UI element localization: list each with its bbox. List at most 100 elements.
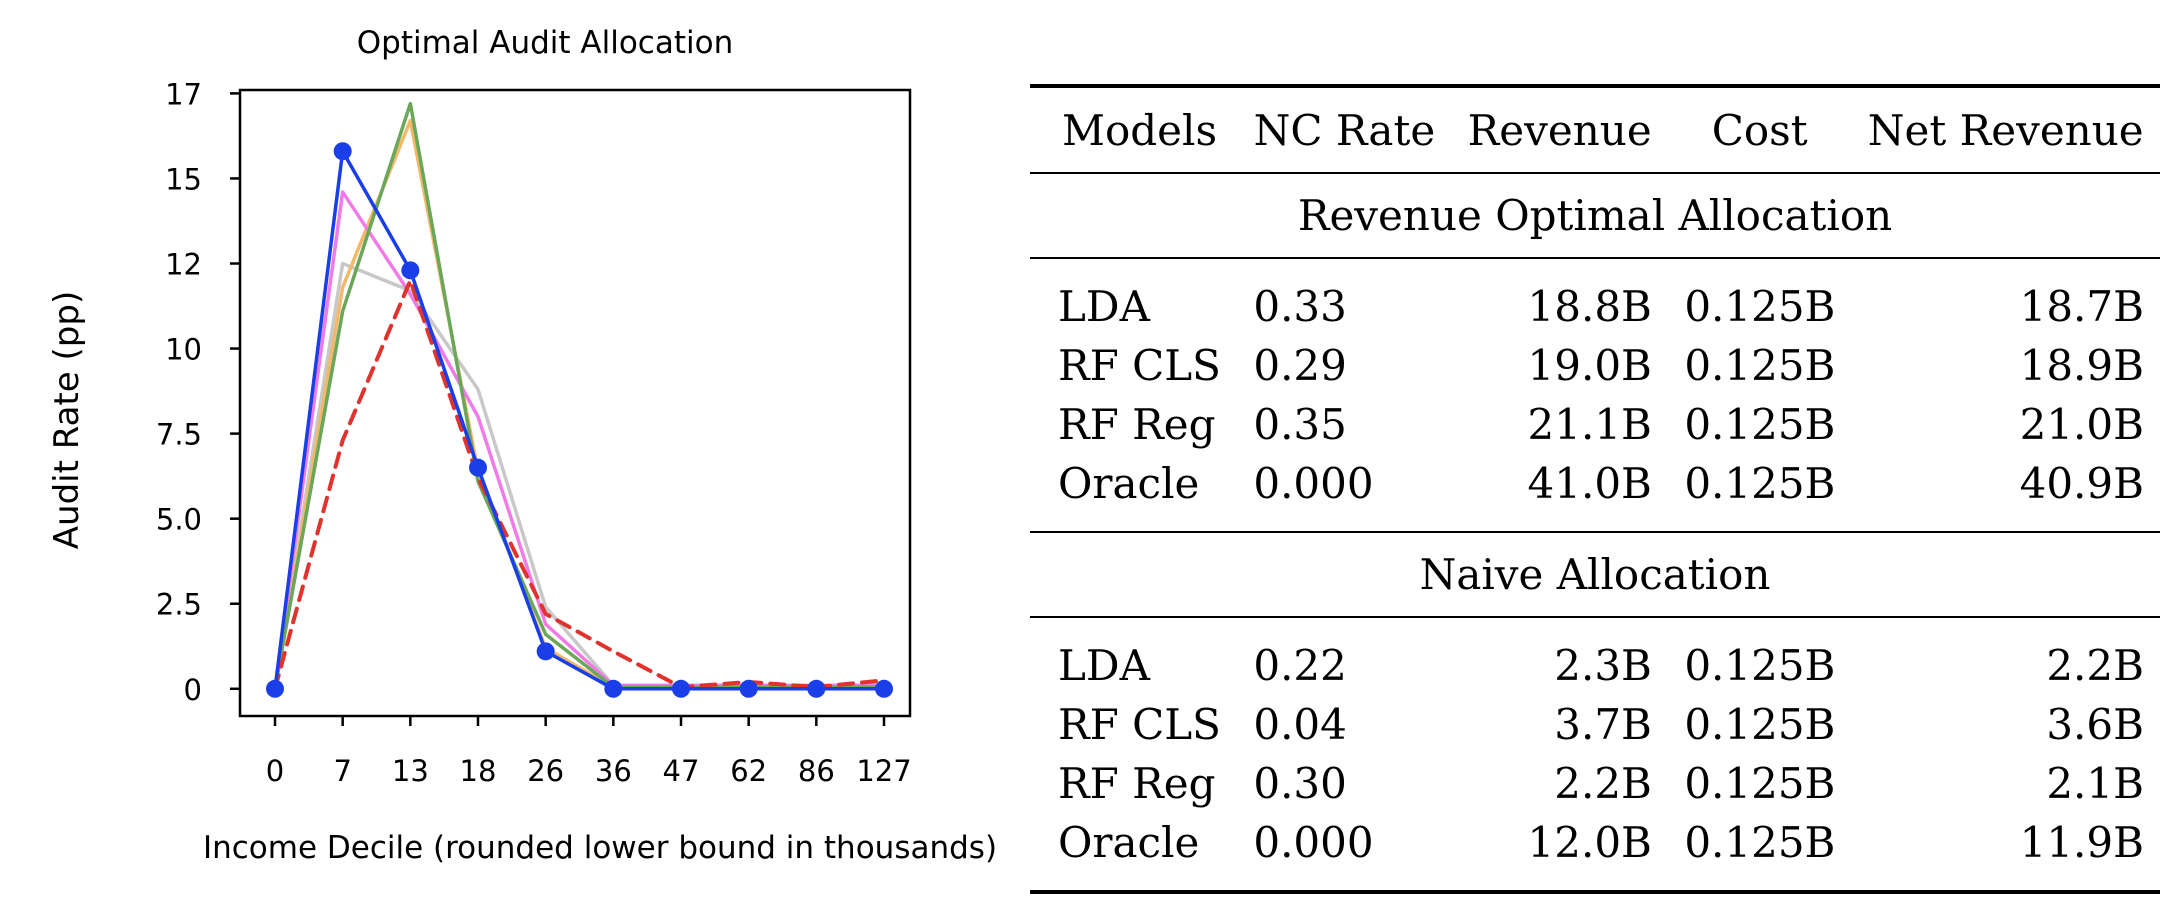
cell-revenue: 2.2B xyxy=(1554,759,1652,808)
y-tick-label: 0 xyxy=(184,673,202,707)
cell-cost: 0.125B xyxy=(1684,400,1836,449)
cell-nc-rate: 0.22 xyxy=(1253,641,1347,690)
cell-net-revenue: 11.9B xyxy=(1851,813,2160,894)
cell-net-revenue: 40.9B xyxy=(1851,454,2160,533)
series-line-blue xyxy=(273,149,886,691)
cell-nc-rate: 0.30 xyxy=(1253,759,1347,808)
x-tick-label: 86 xyxy=(798,754,835,788)
section-header-row: Revenue Optimal Allocation xyxy=(1030,173,2160,259)
cell-cost: 0.125B xyxy=(1684,700,1836,749)
x-axis-label: Income Decile (rounded lower bound in th… xyxy=(203,830,997,866)
x-tick-label: 13 xyxy=(392,754,429,788)
cell-nc-rate: 0.000 xyxy=(1237,454,1452,533)
y-tick-label: 5.0 xyxy=(156,503,202,537)
x-tick-label: 18 xyxy=(460,754,497,788)
data-point-blue xyxy=(333,142,352,161)
header-nc-rate: NC Rate xyxy=(1253,105,1436,155)
y-axis-label: Audit Rate (pp) xyxy=(47,291,87,549)
cell-revenue: 19.0B xyxy=(1527,341,1652,390)
table-row: LDA 0.33 18.8B 0.125B 18.7B xyxy=(1030,258,2160,336)
cell-net-revenue: 18.7B xyxy=(2019,282,2144,331)
cell-model: Oracle xyxy=(1030,454,1238,533)
cell-net-revenue: 3.6B xyxy=(2046,700,2144,749)
series-line-orange xyxy=(273,118,886,691)
y-tick-label: 17 xyxy=(165,77,202,111)
cell-net-revenue: 21.0B xyxy=(2019,400,2144,449)
x-tick-label: 127 xyxy=(856,754,911,788)
data-point-blue xyxy=(739,679,758,698)
cell-revenue: 18.8B xyxy=(1527,282,1652,331)
series-layer xyxy=(266,101,893,698)
x-tick-label: 7 xyxy=(333,754,351,788)
cell-model: RF Reg xyxy=(1058,759,1216,808)
section-title: Naive Allocation xyxy=(1030,532,2160,618)
x-tick-label: 26 xyxy=(527,754,564,788)
header-models: Models xyxy=(1062,105,1218,155)
data-point-blue xyxy=(604,679,623,698)
y-tick-label: 10 xyxy=(165,333,202,367)
y-tick-label: 15 xyxy=(165,162,202,196)
cell-cost: 0.125B xyxy=(1667,813,1852,894)
cell-model: LDA xyxy=(1058,641,1150,690)
plot-frame xyxy=(238,88,912,718)
table-row: LDA 0.22 2.3B 0.125B 2.2B xyxy=(1030,617,2160,695)
table-row: RF CLS 0.04 3.7B 0.125B 3.6B xyxy=(1030,695,2160,754)
cell-nc-rate: 0.33 xyxy=(1253,282,1347,331)
data-point-blue xyxy=(672,679,690,698)
results-table: Models NC Rate Revenue Cost Net Revenue … xyxy=(1030,84,2160,894)
cell-cost: 0.125B xyxy=(1684,282,1836,331)
cell-model: RF CLS xyxy=(1058,700,1221,749)
series-line-pink xyxy=(273,190,886,691)
cell-net-revenue: 2.1B xyxy=(2046,759,2144,808)
series-line-gray xyxy=(273,261,886,691)
table-row: RF Reg 0.35 21.1B 0.125B 21.0B xyxy=(1030,395,2160,454)
cell-revenue: 12.0B xyxy=(1451,813,1668,894)
y-axis: 0 2.5 5.0 7.5 10 12 15 17 xyxy=(156,77,240,707)
cell-model: RF Reg xyxy=(1058,400,1216,449)
data-point-blue xyxy=(536,642,555,661)
cell-net-revenue: 2.2B xyxy=(2046,641,2144,690)
cell-nc-rate: 0.35 xyxy=(1253,400,1347,449)
cell-nc-rate: 0.000 xyxy=(1237,813,1452,894)
audit-allocation-chart: Optimal Audit Allocation 0 2.5 5.0 7.5 10 12 1… xyxy=(47,25,997,866)
section-title: Revenue Optimal Allocation xyxy=(1030,173,2160,259)
cell-cost: 0.125B xyxy=(1684,341,1836,390)
y-tick-label: 2.5 xyxy=(156,588,202,622)
table-row: RF Reg 0.30 2.2B 0.125B 2.1B xyxy=(1030,754,2160,813)
x-tick-label: 36 xyxy=(595,754,632,788)
table-row: RF CLS 0.29 19.0B 0.125B 18.9B xyxy=(1030,336,2160,395)
cell-revenue: 21.1B xyxy=(1527,400,1652,449)
header-revenue: Revenue xyxy=(1467,105,1652,155)
chart-title: Optimal Audit Allocation xyxy=(357,25,733,61)
y-tick-label: 7.5 xyxy=(156,418,202,452)
data-point-blue xyxy=(875,679,893,698)
cell-model: Oracle xyxy=(1030,813,1238,894)
cell-revenue: 3.7B xyxy=(1554,700,1652,749)
series-line-red xyxy=(273,278,886,691)
cell-nc-rate: 0.04 xyxy=(1253,700,1347,749)
table-row: Oracle 0.000 12.0B 0.125B 11.9B xyxy=(1030,813,2160,894)
x-tick-label: 47 xyxy=(663,754,700,788)
section-header-row: Naive Allocation xyxy=(1030,532,2160,618)
cell-nc-rate: 0.29 xyxy=(1253,341,1347,390)
cell-revenue: 41.0B xyxy=(1451,454,1668,533)
cell-cost: 0.125B xyxy=(1684,641,1836,690)
x-axis: 0 7 13 18 26 36 47 62 86 127 xyxy=(266,716,912,788)
cell-net-revenue: 18.9B xyxy=(2019,341,2144,390)
cell-cost: 0.125B xyxy=(1684,759,1836,808)
cell-revenue: 2.3B xyxy=(1554,641,1652,690)
cell-model: RF CLS xyxy=(1058,341,1221,390)
header-net-revenue: Net Revenue xyxy=(1867,105,2144,155)
data-point-blue xyxy=(469,458,487,477)
data-point-blue xyxy=(401,261,420,280)
cell-cost: 0.125B xyxy=(1667,454,1852,533)
data-point-blue xyxy=(266,679,284,698)
x-tick-label: 62 xyxy=(730,754,767,788)
table-header-row: Models NC Rate Revenue Cost Net Revenue xyxy=(1030,86,2160,173)
cell-model: LDA xyxy=(1058,282,1150,331)
x-tick-label: 0 xyxy=(266,754,284,788)
table-row: Oracle 0.000 41.0B 0.125B 40.9B xyxy=(1030,454,2160,533)
y-tick-label: 12 xyxy=(165,248,202,282)
data-point-blue xyxy=(807,679,826,698)
header-cost: Cost xyxy=(1711,105,1808,155)
